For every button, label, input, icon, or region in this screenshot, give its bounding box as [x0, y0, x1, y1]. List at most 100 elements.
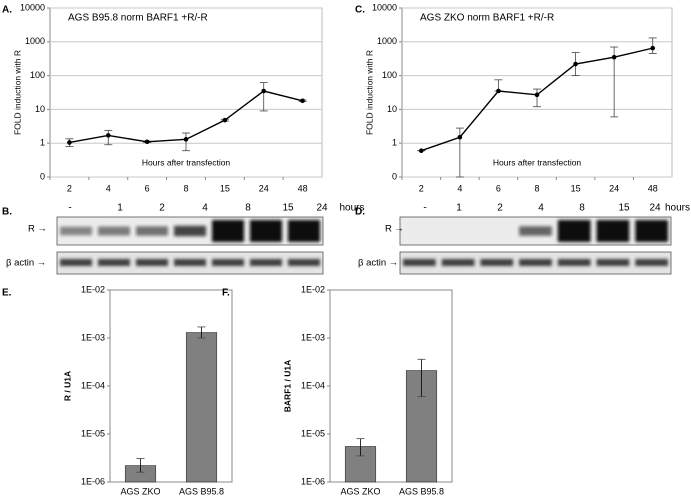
data-point — [650, 45, 656, 51]
x-tick-label: 48 — [648, 183, 658, 193]
blot-band — [98, 259, 130, 266]
y-tick-label: 1E-02 — [301, 284, 325, 294]
lane-label: 1 — [456, 203, 462, 214]
blot-band — [98, 226, 130, 236]
lane-label: 8 — [245, 203, 251, 214]
blot-band — [60, 226, 92, 236]
x-tick-label: AGS ZKO — [340, 486, 380, 496]
data-point — [144, 139, 150, 145]
error-bar — [356, 438, 365, 457]
blot-row-label: β actin → — [6, 258, 46, 269]
y-axis-label: BARF1 / U1A — [282, 360, 292, 412]
panel-label: F. — [222, 288, 230, 299]
blot-band — [596, 220, 630, 242]
blot-band — [250, 259, 282, 266]
lane-label: 2 — [159, 203, 165, 214]
data-point — [573, 61, 578, 67]
chart-title: AGS ZKO norm BARF1 +R/-R — [420, 13, 554, 24]
error-bar — [136, 458, 145, 473]
y-tick-label: 10 — [35, 104, 45, 114]
blot-band — [212, 259, 244, 266]
lane-label: 4 — [538, 203, 544, 214]
lane-label: 15 — [618, 203, 630, 214]
blot-band — [250, 220, 282, 242]
x-tick-label: 15 — [220, 183, 230, 193]
bar — [185, 332, 218, 483]
blot-band — [519, 226, 552, 236]
data-point — [300, 98, 305, 104]
x-tick-label: AGS B95.8 — [399, 486, 444, 496]
panel-label: D. — [355, 207, 365, 218]
x-tick-label: 2 — [67, 183, 72, 193]
y-axis-label: FOLD induction with R — [12, 50, 22, 135]
data-point — [183, 137, 189, 142]
blot-band — [212, 220, 244, 242]
y-tick-label: 1 — [392, 138, 397, 148]
lane-unit: hours — [339, 203, 364, 214]
error-bar — [182, 132, 190, 152]
y-tick-label: 1000 — [25, 36, 45, 46]
y-tick-label: 1E-04 — [81, 380, 105, 390]
blot-band — [288, 259, 320, 266]
blot-band — [596, 259, 630, 266]
lane-label: 24 — [316, 203, 328, 214]
y-tick-label: 10 — [387, 104, 397, 114]
x-tick-label: 6 — [145, 183, 150, 193]
lane-label: 4 — [202, 203, 208, 214]
y-tick-label: 100 — [382, 70, 397, 80]
error-bar — [417, 358, 426, 398]
lane-label: 8 — [579, 203, 585, 214]
blot-row-label: R → — [28, 224, 47, 235]
error-bar — [259, 82, 268, 112]
lane-label: 24 — [649, 203, 661, 214]
x-tick-label: 48 — [298, 183, 308, 193]
data-point — [261, 88, 267, 94]
y-tick-label: 100 — [30, 70, 45, 80]
y-tick-label: 1 — [40, 138, 45, 148]
blot-band — [441, 259, 475, 266]
blot-row-label: R → — [385, 224, 404, 235]
y-axis-label: R / U1A — [62, 371, 72, 401]
lane-label: 2 — [497, 203, 503, 214]
annotation: Hours after transfection — [493, 157, 582, 167]
panel-label: C. — [355, 5, 365, 16]
x-tick-label: 8 — [183, 183, 188, 193]
blot-band — [635, 220, 668, 242]
y-tick-label: 0 — [392, 171, 397, 181]
error-bar — [197, 326, 206, 339]
x-tick-label: 24 — [609, 183, 619, 193]
y-tick-label: 1E-05 — [81, 428, 105, 438]
lane-label: - — [68, 203, 71, 214]
annotation: Hours after transfection — [142, 157, 231, 167]
x-tick-label: 6 — [496, 183, 501, 193]
y-tick-label: 0 — [40, 171, 45, 181]
data-point — [67, 140, 72, 145]
blot-band — [174, 259, 206, 266]
y-tick-label: 1E-04 — [301, 380, 325, 390]
x-tick-label: 8 — [534, 183, 539, 193]
data-point — [496, 88, 501, 94]
y-tick-label: 1E-03 — [301, 332, 325, 342]
y-tick-label: 10000 — [20, 2, 45, 12]
data-point — [222, 117, 228, 123]
blot-band — [60, 259, 92, 266]
blot-band — [480, 259, 514, 266]
error-bar — [533, 88, 541, 108]
y-tick-label: 1E-03 — [81, 332, 105, 342]
x-tick-label: 24 — [259, 183, 269, 193]
y-tick-label: 1000 — [377, 36, 397, 46]
y-tick-label: 1E-02 — [81, 284, 105, 294]
y-axis-label: FOLD induction with R — [364, 50, 374, 135]
lane-label: - — [423, 203, 426, 214]
blot-band — [557, 220, 591, 242]
data-point — [457, 134, 463, 140]
panel-label: B. — [2, 207, 12, 218]
panel-label: E. — [2, 288, 12, 299]
x-tick-label: AGS B95.8 — [179, 486, 224, 496]
blot-row-label: β actin → — [358, 258, 398, 269]
chart-title: AGS B95.8 norm BARF1 +R/-R — [68, 13, 208, 24]
error-bar — [648, 37, 657, 54]
data-point — [534, 92, 540, 98]
blot-band — [519, 259, 552, 266]
